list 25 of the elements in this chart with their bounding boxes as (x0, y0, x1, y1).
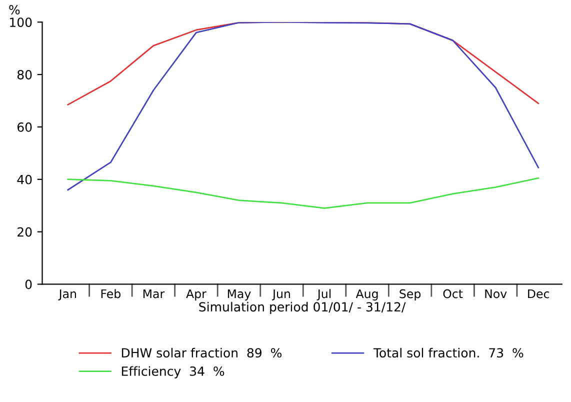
y-tick-label: 40 (17, 174, 32, 184)
legend-label: Efficiency 34 % (122, 366, 224, 378)
legend-label: DHW solar fraction 89 % (122, 348, 282, 358)
x-tick-label: Aug (356, 289, 378, 300)
y-tick-label: 60 (18, 122, 32, 132)
y-tick-label: 80 (17, 70, 32, 80)
y-tick-label: 100 (10, 18, 32, 28)
x-tick-label: Mar (143, 289, 165, 298)
x-tick-label: Jun (272, 289, 290, 300)
x-tick-label: Jan (58, 289, 76, 300)
x-tick-label: Oct (443, 289, 463, 298)
y-tick-label: 0 (25, 280, 32, 290)
x-tick-label: May (228, 289, 251, 300)
line-series (67, 177, 540, 209)
x-axis-title: Simulation period 01/01/ - 31/12/ (199, 302, 406, 314)
x-tick-label: Dec (528, 289, 550, 298)
y-axis-title: % (9, 4, 20, 14)
x-tick-label: Jul (316, 289, 331, 300)
line-series (67, 22, 540, 191)
x-tick-label: Apr (186, 289, 206, 300)
x-tick-label: Sep (400, 289, 421, 300)
x-tick-label: Feb (101, 289, 120, 298)
x-tick-label: Nov (485, 289, 507, 298)
legend-label: Total sol fraction. 73 % (373, 348, 524, 358)
y-tick-label: 20 (18, 227, 32, 237)
